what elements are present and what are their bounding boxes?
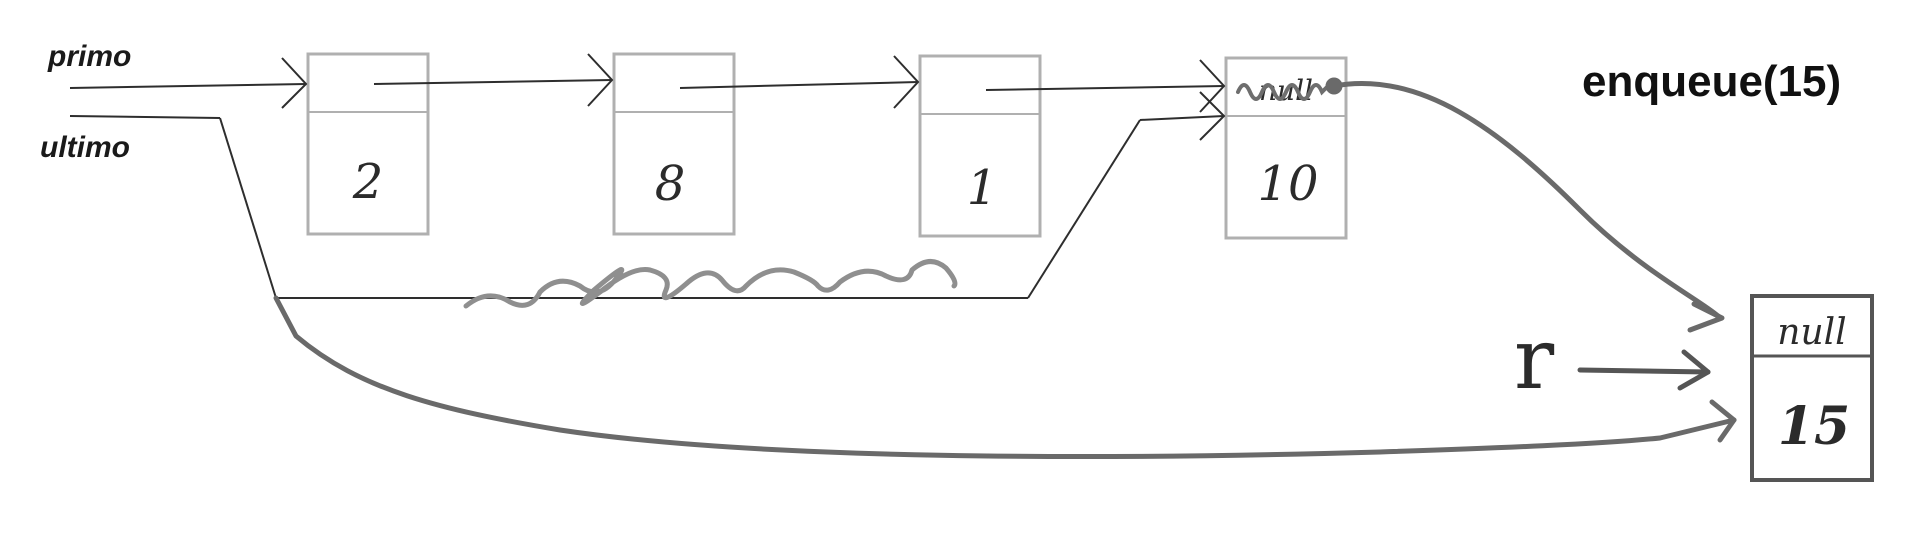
- node-value: 10: [1257, 156, 1318, 212]
- node-value: 8: [655, 156, 686, 212]
- node-value: 1: [967, 160, 998, 216]
- r-label: r: [1514, 310, 1555, 408]
- node-2: 2: [306, 52, 430, 236]
- node-value: 15: [1778, 396, 1850, 457]
- node-box: [306, 52, 430, 236]
- r-arrow: [1577, 349, 1711, 391]
- next-arrow-10-15: [1325, 77, 1725, 333]
- ultimo-label: ultimo: [40, 131, 130, 164]
- primo-arrow: [69, 57, 308, 109]
- scribble-null: [1236, 82, 1332, 101]
- ultimo-new-pointer: [273, 295, 1737, 460]
- node-10: null 10: [1224, 56, 1348, 240]
- node-15: null 15: [1750, 294, 1874, 482]
- node-box: [612, 52, 736, 236]
- node-box: [918, 54, 1042, 238]
- primo-label: primo: [47, 40, 131, 73]
- next-arrow-8-1: [679, 55, 920, 109]
- node-8: 8: [612, 52, 736, 236]
- node-next-null: null: [1777, 312, 1846, 353]
- operation-title: enqueue(15): [1582, 57, 1841, 106]
- next-arrow-2-8: [373, 53, 614, 107]
- ultimo-old-pointer: [69, 91, 1226, 299]
- node-value: 2: [352, 154, 384, 210]
- node-box: [1750, 294, 1874, 482]
- next-arrow-1-10: [985, 59, 1226, 113]
- node-box: [1224, 56, 1348, 240]
- node-1: 1: [918, 54, 1042, 238]
- scribble-old-ultimo: [463, 259, 958, 309]
